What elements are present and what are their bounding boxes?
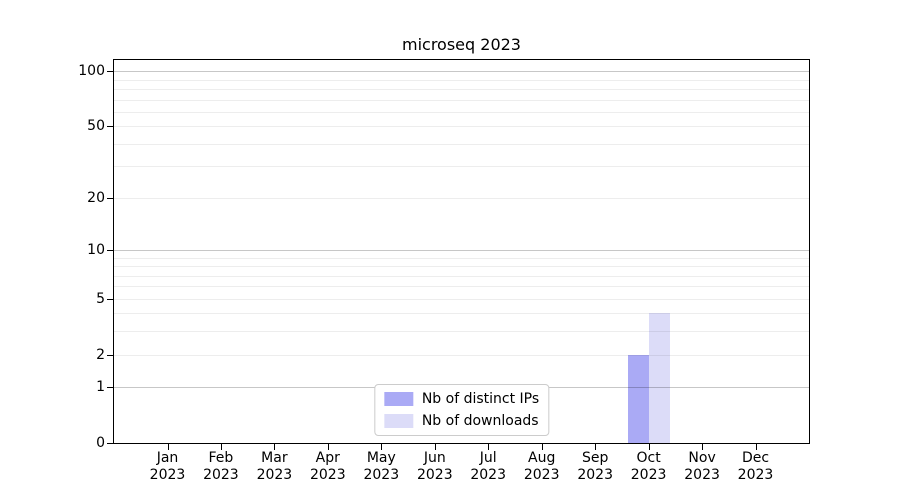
gridline-minor <box>114 257 809 259</box>
y-tick-label: 100 <box>78 63 105 80</box>
y-tick <box>107 126 113 128</box>
x-tick-label: Nov 2023 <box>670 450 734 484</box>
gridline-minor <box>114 79 809 81</box>
y-tick <box>107 387 113 389</box>
legend-swatch-distinct-ips <box>383 392 413 406</box>
gridline-minor <box>114 286 809 288</box>
gridline-minor <box>114 354 809 356</box>
gridline-minor <box>114 313 809 315</box>
legend-label-distinct-ips: Nb of distinct IPs <box>421 391 540 407</box>
y-tick-label: 50 <box>87 118 105 135</box>
x-tick-label: Jun 2023 <box>403 450 467 484</box>
x-tick <box>595 444 597 450</box>
x-tick <box>167 444 169 450</box>
legend-item-downloads: Nb of downloads <box>383 413 539 429</box>
x-tick-month: Oct <box>636 450 661 466</box>
x-tick <box>648 444 650 450</box>
x-tick-month: Sep <box>581 450 609 466</box>
x-tick-year: 2023 <box>630 467 667 483</box>
x-tick-label: Mar 2023 <box>242 450 306 484</box>
x-tick <box>220 444 222 450</box>
x-tick-year: 2023 <box>577 467 613 483</box>
x-tick-label: Dec 2023 <box>724 450 788 484</box>
bar-series-0-month-9 <box>627 354 649 443</box>
x-tick-month: Jun <box>423 450 446 466</box>
y-tick-label: 0 <box>96 435 105 451</box>
x-tick <box>488 444 490 450</box>
legend-item-distinct-ips: Nb of distinct IPs <box>383 391 540 407</box>
x-tick-year: 2023 <box>149 467 186 483</box>
gridline-minor <box>114 111 809 113</box>
x-tick-label: May 2023 <box>349 450 413 484</box>
bar-series-1-month-9 <box>648 313 670 443</box>
x-tick <box>702 444 704 450</box>
x-tick-month: Nov <box>688 450 716 466</box>
legend-swatch-downloads <box>383 414 413 428</box>
x-tick <box>541 444 543 450</box>
y-tick-label: 10 <box>87 241 105 258</box>
gridline-minor <box>114 266 809 267</box>
x-tick-label: Sep 2023 <box>563 450 627 484</box>
x-tick <box>434 444 436 450</box>
x-tick-label: Jan 2023 <box>136 450 200 484</box>
x-tick <box>381 444 383 450</box>
y-tick <box>107 197 113 199</box>
x-tick-month: Aug <box>528 450 556 466</box>
legend-label-downloads: Nb of downloads <box>421 413 539 429</box>
y-tick <box>107 354 113 356</box>
x-tick-year: 2023 <box>737 467 774 483</box>
x-tick <box>755 444 757 450</box>
x-tick-year: 2023 <box>203 467 239 483</box>
x-tick-label: Oct 2023 <box>617 450 681 484</box>
y-tick-label: 20 <box>87 189 105 206</box>
x-tick-year: 2023 <box>363 467 400 483</box>
y-tick <box>107 443 113 444</box>
x-tick <box>327 444 329 450</box>
x-tick-year: 2023 <box>684 467 720 483</box>
y-tick-label: 5 <box>96 290 105 307</box>
x-tick <box>274 444 276 450</box>
y-tick <box>107 249 113 251</box>
gridline-minor <box>114 99 809 101</box>
x-tick-month: Dec <box>741 450 770 466</box>
x-tick-month: Jul <box>479 450 497 466</box>
gridline-major <box>114 249 809 251</box>
gridline-minor <box>114 331 809 333</box>
x-tick-label: Jul 2023 <box>456 450 520 484</box>
x-tick-year: 2023 <box>309 467 346 483</box>
y-tick <box>107 298 113 300</box>
x-tick-label: Apr 2023 <box>296 450 360 484</box>
x-tick-label: Aug 2023 <box>510 450 574 484</box>
y-tick-label: 2 <box>96 346 105 363</box>
gridline-minor <box>114 126 809 128</box>
x-tick-year: 2023 <box>416 467 453 483</box>
gridline-minor <box>114 197 809 199</box>
x-tick-month: Jan <box>156 450 179 466</box>
x-tick-month: Apr <box>315 450 340 466</box>
gridline-minor <box>114 143 809 145</box>
legend: Nb of distinct IPs Nb of downloads <box>373 384 550 436</box>
gridline-minor <box>114 88 809 90</box>
x-tick-year: 2023 <box>523 467 560 483</box>
x-tick-year: 2023 <box>470 467 506 483</box>
x-tick-label: Feb 2023 <box>189 450 253 484</box>
y-tick <box>107 71 113 73</box>
y-tick-label: 1 <box>96 379 105 396</box>
x-tick-month: Feb <box>208 450 234 466</box>
chart-title: microseq 2023 <box>402 35 521 54</box>
plot-area: Nb of distinct IPs Nb of downloads <box>113 59 810 444</box>
x-tick-month: May <box>366 450 396 466</box>
gridline-minor <box>114 275 809 277</box>
x-tick-month: Mar <box>261 450 288 466</box>
gridline-minor <box>114 298 809 300</box>
gridline-minor <box>114 166 809 168</box>
x-tick-year: 2023 <box>256 467 293 483</box>
gridline-major <box>114 71 809 73</box>
